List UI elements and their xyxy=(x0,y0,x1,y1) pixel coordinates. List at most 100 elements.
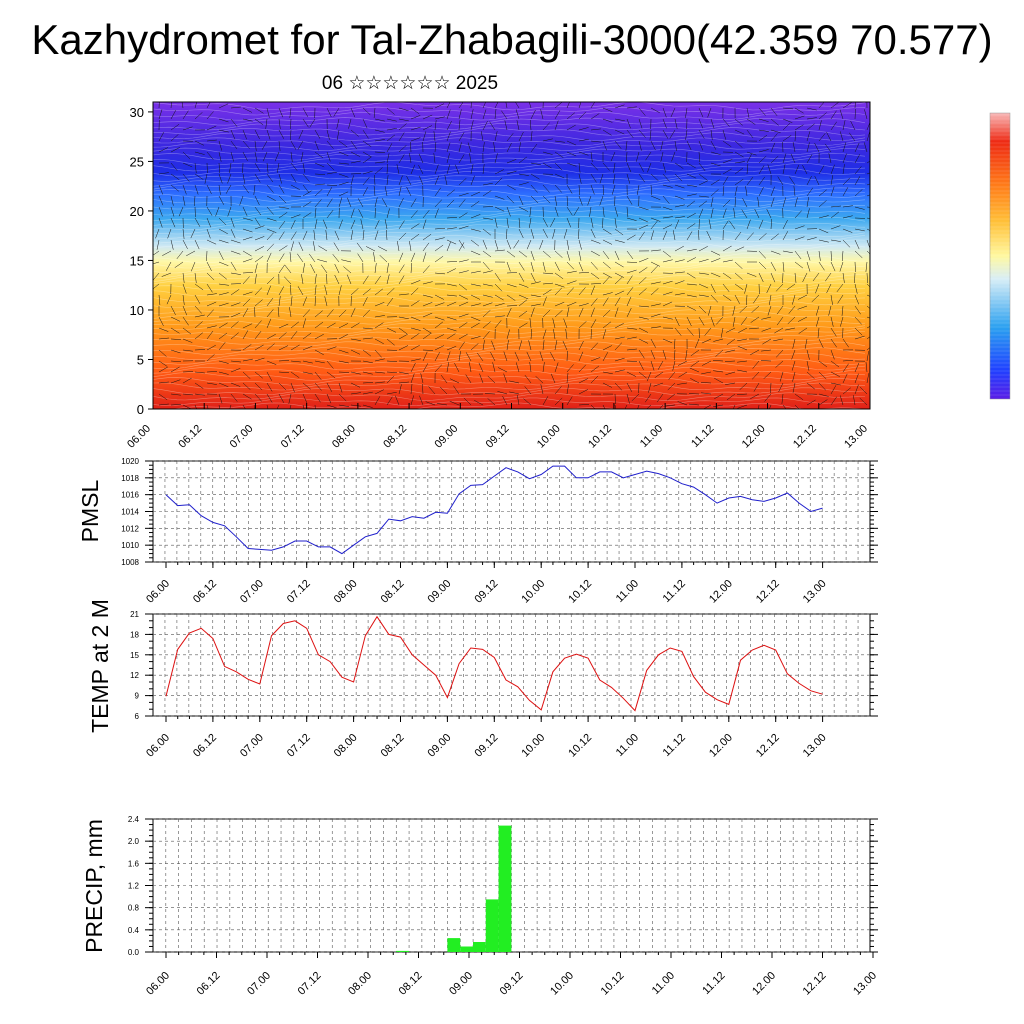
wind-vector xyxy=(290,241,294,252)
wind-vector xyxy=(767,164,772,175)
wind-vector xyxy=(710,129,713,140)
wind-vector xyxy=(590,357,601,362)
wind-vector xyxy=(710,283,716,294)
wind-vector xyxy=(410,107,420,115)
wind-vector xyxy=(494,102,499,109)
wind-vector xyxy=(578,340,584,351)
wind-vector xyxy=(484,393,496,395)
wind-vector xyxy=(350,338,361,341)
wind-vector xyxy=(242,217,253,221)
wind-vector xyxy=(554,362,559,373)
y-tick-label: 18 xyxy=(130,630,139,639)
wind-vector xyxy=(602,321,612,329)
wind-vector xyxy=(386,118,397,122)
wind-vector xyxy=(542,217,548,227)
wind-vector xyxy=(626,206,629,218)
wind-vector xyxy=(826,131,832,142)
wind-vector xyxy=(578,307,584,318)
wind-vector xyxy=(506,283,517,288)
wind-vector xyxy=(218,162,220,174)
wind-vector xyxy=(715,349,724,357)
wind-vector xyxy=(602,239,613,245)
wind-vector xyxy=(725,382,736,385)
wind-vector xyxy=(170,360,182,363)
wind-vector xyxy=(218,118,229,123)
colorbar xyxy=(989,112,1011,400)
wind-vector xyxy=(170,404,182,406)
wind-vector xyxy=(506,195,515,204)
isoline xyxy=(153,259,866,269)
wind-vector xyxy=(854,206,865,210)
wind-vector xyxy=(638,305,650,308)
wind-vector xyxy=(542,309,551,318)
wind-vector xyxy=(194,102,198,109)
wind-vector xyxy=(409,153,412,164)
wind-vector xyxy=(602,107,613,112)
x-tick-label: 12.12 xyxy=(754,732,782,760)
wind-vector xyxy=(278,332,287,340)
wind-vector xyxy=(737,345,748,351)
wind-vector xyxy=(554,184,562,193)
isoline xyxy=(153,300,866,309)
wind-vector xyxy=(278,107,284,118)
wind-vector xyxy=(648,382,652,393)
wind-vector xyxy=(314,310,323,318)
wind-vector xyxy=(614,369,625,373)
wind-vector xyxy=(266,382,273,392)
wind-vector xyxy=(494,239,499,250)
wind-vector xyxy=(758,176,766,186)
wind-vector xyxy=(650,221,658,230)
wind-vector xyxy=(590,228,596,239)
wind-vector xyxy=(614,342,622,351)
wind-vector xyxy=(662,338,673,344)
wind-vector xyxy=(686,173,697,179)
wind-vector xyxy=(194,239,200,250)
wind-vector xyxy=(398,381,410,384)
wind-vector xyxy=(470,322,480,329)
wind-vector xyxy=(770,250,781,255)
wind-vector xyxy=(782,164,786,175)
wind-vector xyxy=(242,129,247,140)
wind-vector xyxy=(446,120,452,131)
wind-vector xyxy=(182,195,186,206)
wind-vector xyxy=(326,187,333,197)
wind-vector xyxy=(182,162,193,168)
wind-vector xyxy=(666,393,676,401)
wind-vector xyxy=(754,208,760,219)
wind-vector xyxy=(662,316,673,320)
wind-vector xyxy=(602,206,605,217)
wind-vector xyxy=(230,261,237,271)
wind-vector xyxy=(518,299,528,307)
wind-vector xyxy=(332,254,340,263)
x-tick-label: 10.12 xyxy=(586,423,614,451)
wind-vector xyxy=(734,272,743,280)
wind-vector xyxy=(770,218,772,230)
wind-vector xyxy=(230,368,241,373)
wind-vector xyxy=(646,404,652,409)
wind-vector xyxy=(386,371,398,373)
wind-vector xyxy=(746,107,750,118)
wind-vector xyxy=(710,140,717,150)
wind-vector xyxy=(662,230,668,241)
y-axis-title: TEMP at 2 M xyxy=(87,599,113,733)
wind-vector xyxy=(539,239,544,250)
wind-vector xyxy=(550,217,556,228)
x-tick-label: 13.00 xyxy=(851,970,879,998)
wind-vector xyxy=(182,377,192,384)
wind-vector xyxy=(662,129,669,139)
wind-vector xyxy=(158,102,160,109)
wind-vector xyxy=(656,393,664,403)
wind-vector xyxy=(674,316,680,327)
wind-vector xyxy=(206,354,215,362)
wind-vector xyxy=(710,250,721,256)
wind-vector xyxy=(362,156,372,164)
wind-vector xyxy=(362,327,373,330)
wind-vector xyxy=(338,382,343,393)
y-axis-title: PMSL xyxy=(77,479,103,542)
wind-vector xyxy=(674,327,682,336)
wind-vector xyxy=(326,209,334,219)
wind-vector xyxy=(215,206,220,217)
wind-vector xyxy=(206,217,212,228)
wind-vector xyxy=(698,246,708,252)
wind-vector xyxy=(434,321,444,329)
